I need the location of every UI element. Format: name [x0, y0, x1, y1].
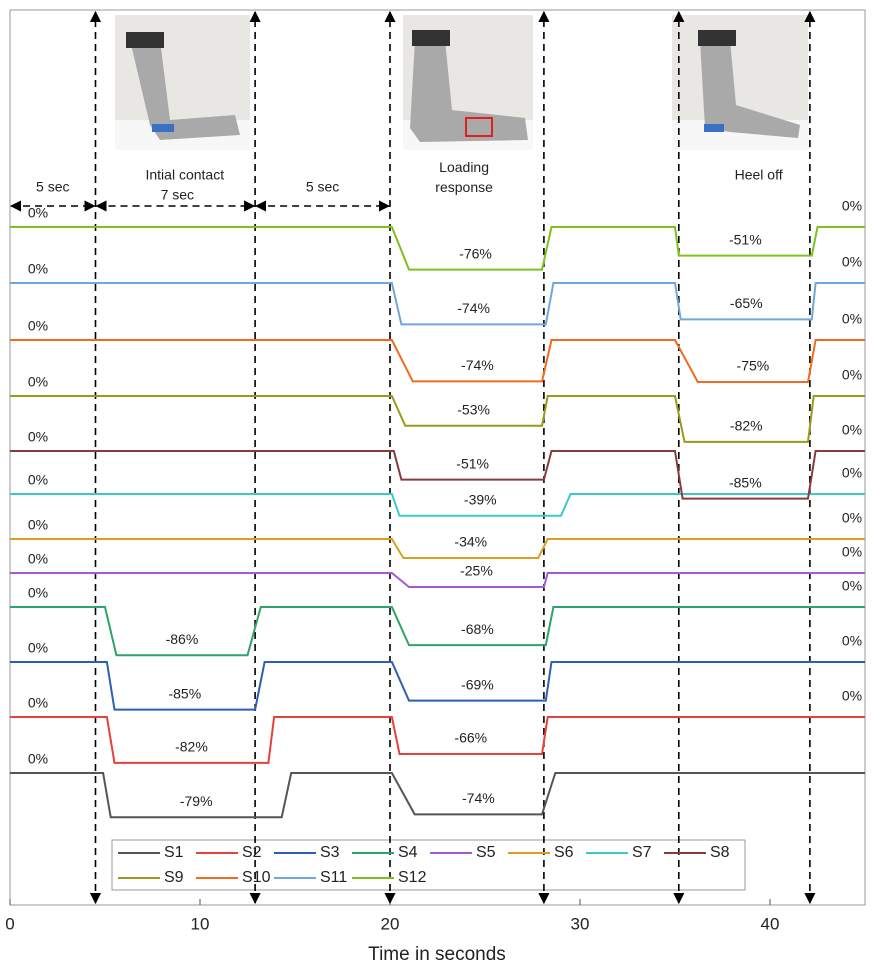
series-line — [10, 607, 865, 655]
value-label: 0% — [842, 198, 862, 214]
value-label: -34% — [454, 534, 487, 550]
value-label: -85% — [729, 474, 762, 490]
phase-label: Intial contact — [145, 167, 224, 183]
value-label: 0% — [28, 318, 48, 334]
legend-label: S1 — [164, 844, 184, 861]
series-line — [10, 494, 865, 516]
legend-label: S12 — [398, 869, 427, 886]
value-label: -65% — [730, 295, 763, 311]
legend-label: S3 — [320, 844, 340, 861]
span-label: 7 sec — [161, 187, 194, 203]
series-line — [10, 662, 865, 710]
value-label: -74% — [462, 790, 495, 806]
value-label: -74% — [461, 357, 494, 373]
value-label: 0% — [28, 695, 48, 711]
span-label: 5 sec — [36, 179, 69, 195]
value-label: -51% — [729, 231, 762, 247]
series-line — [10, 573, 865, 587]
value-label: 0% — [842, 633, 862, 649]
x-tick-label: 10 — [191, 914, 210, 933]
value-label: -39% — [464, 492, 497, 508]
series-line — [10, 717, 865, 763]
value-label: 0% — [842, 465, 862, 481]
value-label: 0% — [28, 751, 48, 767]
value-label: 0% — [28, 585, 48, 601]
value-label: 0% — [28, 205, 48, 221]
value-label: 0% — [28, 472, 48, 488]
x-tick-label: 30 — [571, 914, 590, 933]
value-label: 0% — [842, 688, 862, 704]
x-tick-label: 20 — [381, 914, 400, 933]
series-line — [10, 773, 865, 817]
value-label: -51% — [456, 455, 489, 471]
span-label: 5 sec — [306, 179, 339, 195]
value-label: 0% — [842, 254, 862, 270]
legend-label: S11 — [320, 869, 347, 886]
value-label: -69% — [461, 676, 494, 692]
value-label: -75% — [737, 358, 770, 374]
x-tick-label: 40 — [761, 914, 780, 933]
value-label: 0% — [842, 367, 862, 383]
value-label: -82% — [175, 739, 208, 755]
series-line — [10, 539, 865, 558]
value-label: -86% — [166, 631, 199, 647]
legend-label: S5 — [476, 844, 496, 861]
value-label: 0% — [28, 517, 48, 533]
legend-label: S9 — [164, 869, 184, 886]
value-label: 0% — [842, 422, 862, 438]
value-label: -79% — [180, 793, 213, 809]
value-label: 0% — [842, 544, 862, 560]
legend-label: S6 — [554, 844, 574, 861]
photo-heel-off — [672, 15, 808, 150]
value-label: -68% — [461, 621, 494, 637]
chart: Time in seconds 0 10 20 30 40 5 sec 7 sec 5 sec… — [0, 0, 872, 975]
value-label: 0% — [28, 374, 48, 390]
phase-label: Heel off — [735, 167, 783, 183]
value-label: 0% — [842, 578, 862, 594]
value-label: 0% — [842, 510, 862, 526]
value-label: -53% — [457, 401, 490, 417]
value-label: -66% — [454, 730, 487, 746]
legend-label: S2 — [242, 844, 262, 861]
value-label: -74% — [457, 300, 490, 316]
legend-label: S7 — [632, 844, 652, 861]
value-label: 0% — [28, 551, 48, 567]
legend-label: S8 — [710, 844, 730, 861]
value-label: 0% — [28, 429, 48, 445]
value-label: -76% — [459, 245, 492, 261]
value-label: 0% — [28, 640, 48, 656]
value-label: -82% — [730, 418, 763, 434]
photo-loading-response — [403, 15, 533, 150]
x-axis-label: Time in seconds — [368, 944, 506, 965]
value-label: 0% — [28, 261, 48, 277]
photo-initial-contact — [115, 15, 250, 150]
value-label: -25% — [460, 563, 493, 579]
legend-label: S4 — [398, 844, 418, 861]
x-tick-label: 0 — [5, 914, 14, 933]
value-label: 0% — [842, 311, 862, 327]
value-label: -85% — [168, 685, 201, 701]
legend-label: S10 — [242, 869, 271, 886]
